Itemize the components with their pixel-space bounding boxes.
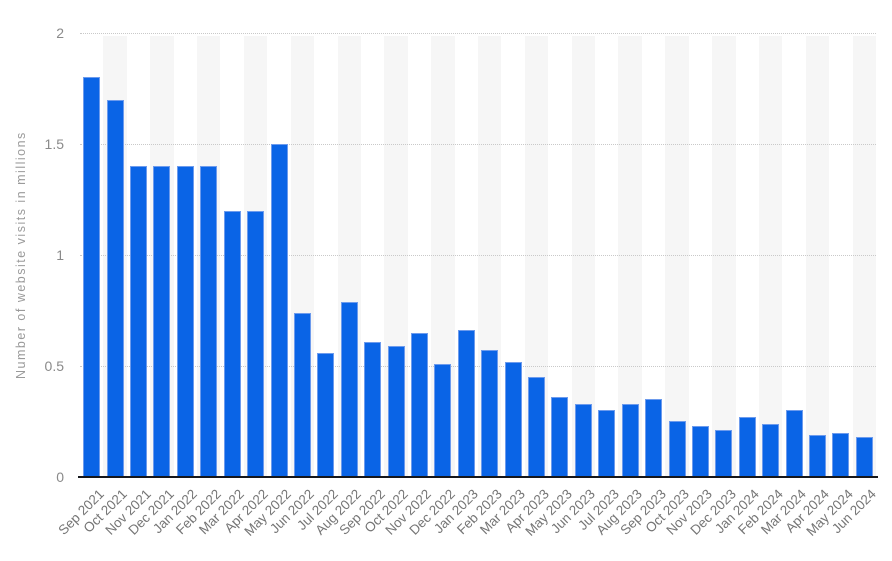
bar-oct-2022[interactable] (387, 346, 405, 477)
bar-apr-2024[interactable] (808, 435, 826, 477)
bar-jun-2023[interactable] (574, 404, 592, 477)
bar-aug-2023[interactable] (621, 404, 639, 477)
bar-nov-2021[interactable] (130, 166, 148, 477)
y-tick-label-1.5: 1.5 (44, 136, 64, 152)
plot-area (80, 33, 876, 477)
bar-jul-2023[interactable] (598, 410, 616, 477)
gridline-2 (80, 33, 876, 34)
bar-oct-2023[interactable] (668, 421, 686, 477)
gridline-0.5 (80, 366, 876, 367)
bar-sep-2021[interactable] (83, 77, 101, 477)
bar-sep-2023[interactable] (645, 399, 663, 477)
bar-mar-2024[interactable] (785, 410, 803, 477)
bar-dec-2021[interactable] (153, 166, 171, 477)
bar-jul-2022[interactable] (317, 353, 335, 477)
bar-jan-2022[interactable] (176, 166, 194, 477)
bar-feb-2022[interactable] (200, 166, 218, 477)
bar-dec-2023[interactable] (715, 430, 733, 477)
alt-column-band (712, 36, 736, 477)
bar-may-2023[interactable] (551, 397, 569, 477)
bar-feb-2024[interactable] (762, 424, 780, 477)
y-tick-label-1: 1 (56, 247, 64, 263)
bar-dec-2022[interactable] (434, 364, 452, 477)
y-tick-label-2: 2 (56, 25, 64, 41)
bar-jan-2024[interactable] (738, 417, 756, 477)
bar-apr-2023[interactable] (528, 377, 546, 477)
bar-nov-2022[interactable] (410, 333, 428, 477)
gridline-1 (80, 255, 876, 256)
bar-may-2024[interactable] (832, 433, 850, 477)
alt-column-band (758, 36, 783, 477)
bar-mar-2022[interactable] (223, 211, 241, 477)
y-tick-label-0.5: 0.5 (44, 358, 64, 374)
gridline-1.5 (80, 144, 876, 145)
bar-aug-2022[interactable] (340, 302, 358, 477)
bar-oct-2021[interactable] (106, 100, 124, 477)
y-tick-label-0: 0 (56, 469, 64, 485)
bar-jun-2022[interactable] (293, 313, 311, 477)
bar-nov-2023[interactable] (691, 426, 709, 477)
alt-column-band (665, 36, 689, 477)
bar-apr-2022[interactable] (247, 211, 265, 477)
bar-feb-2023[interactable] (481, 350, 499, 477)
x-axis-line (78, 476, 878, 478)
alt-column-band (852, 36, 876, 477)
bar-mar-2023[interactable] (504, 362, 522, 477)
bar-may-2022[interactable] (270, 144, 288, 477)
bar-sep-2022[interactable] (364, 342, 382, 477)
alt-column-band (805, 36, 830, 477)
bar-jan-2023[interactable] (457, 330, 475, 477)
bar-jun-2024[interactable] (855, 437, 873, 477)
